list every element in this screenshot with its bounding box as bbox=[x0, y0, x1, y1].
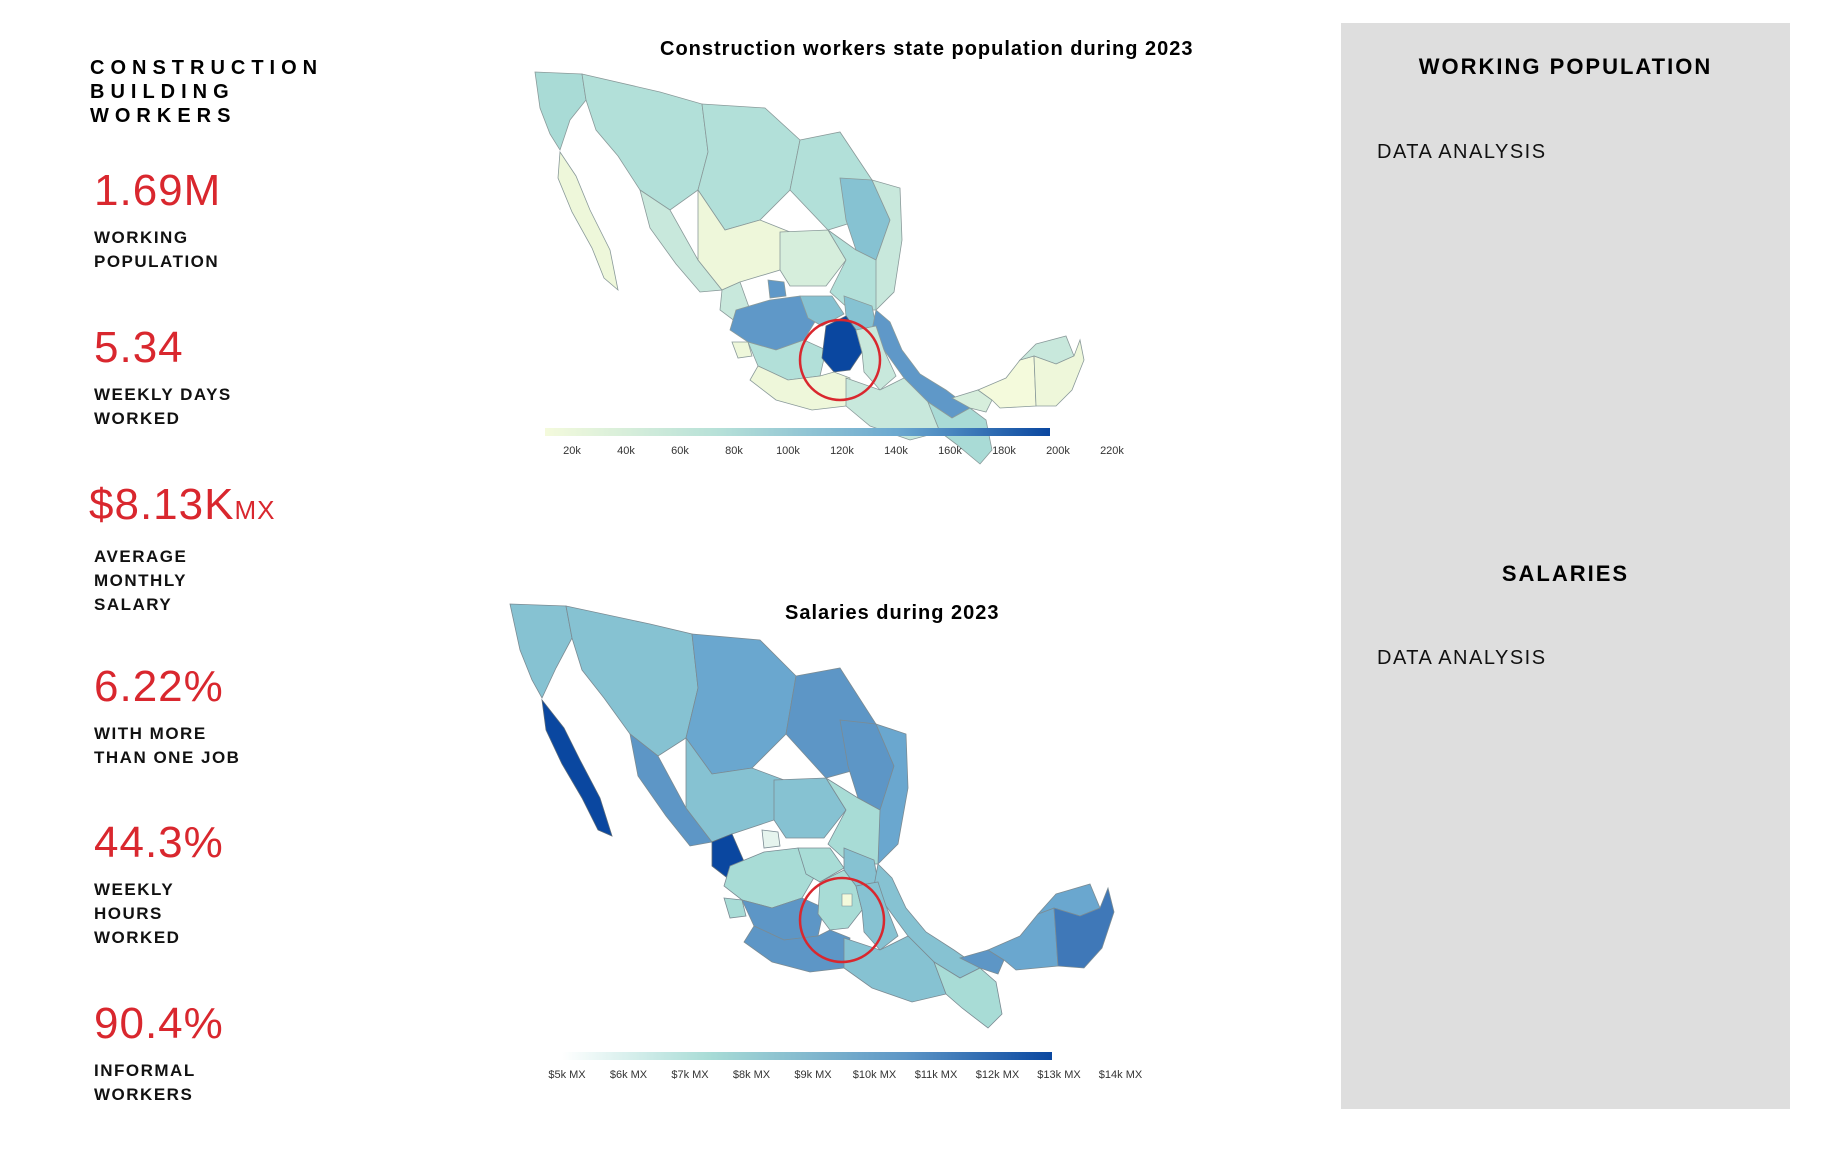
scale-tick-label: $13k MX bbox=[1037, 1069, 1081, 1081]
scale-tick-label: $12k MX bbox=[976, 1069, 1020, 1081]
sidebar-text-data-analysis: DATA ANALYSIS bbox=[1377, 647, 1547, 669]
region-chihuahua bbox=[685, 633, 797, 775]
stat-more-than-one-job: 6.22% WITH MORE THAN ONE JOB bbox=[94, 662, 240, 770]
stat-informal-workers: 90.4% INFORMAL WORKERS bbox=[94, 999, 224, 1107]
scale-tick-label: 140k bbox=[884, 445, 908, 457]
scale-tick-label: 220k bbox=[1100, 445, 1124, 457]
region-tabasco bbox=[958, 949, 1005, 975]
region-quintana-roo bbox=[1033, 338, 1085, 407]
stat-value: 6.22% bbox=[94, 662, 224, 711]
scale-tick-label: $5k MX bbox=[548, 1069, 586, 1081]
stat-value: 1.69M bbox=[94, 166, 222, 215]
stat-value: 44.3% bbox=[94, 818, 224, 867]
population-choropleth-map: 20k 40k 60k 80k 100k 120k 140k 160k 180k 200k 220k bbox=[534, 71, 1124, 465]
scale-tick-label: 160k bbox=[938, 445, 962, 457]
region-puebla bbox=[855, 325, 897, 391]
region-sonora bbox=[565, 605, 699, 757]
scale-tick-label: $10k MX bbox=[853, 1069, 897, 1081]
scale-tick-label: $9k MX bbox=[794, 1069, 832, 1081]
sidebar-text-data-analysis: DATA ANALYSIS bbox=[1377, 141, 1547, 163]
scale-tick-label: 100k bbox=[776, 445, 800, 457]
scale-tick-label: 120k bbox=[830, 445, 854, 457]
stat-unit: MX bbox=[234, 495, 276, 525]
region-estado-de-mexico bbox=[817, 869, 863, 931]
salaries-scale-ticks: $5k MX $6k MX $7k MX $8k MX $9k MX $10k MX $11… bbox=[548, 1069, 1143, 1081]
stat-value: 5.34 bbox=[94, 323, 184, 372]
population-color-scale bbox=[545, 428, 1050, 436]
brand-title: CONSTRUCTION BUILDING WORKERS bbox=[90, 56, 323, 128]
stat-value: 90.4% bbox=[94, 999, 224, 1048]
scale-tick-label: $11k MX bbox=[915, 1069, 958, 1081]
population-map-title: Construction workers state population du… bbox=[660, 38, 1194, 60]
region-sinaloa bbox=[639, 189, 723, 293]
highlight-circle bbox=[798, 876, 886, 964]
stat-weekly-hours: 44.3% WEEKLY HOURS WORKED bbox=[94, 818, 224, 950]
region-sinaloa bbox=[629, 733, 713, 847]
stat-label: AVERAGE MONTHLY SALARY bbox=[94, 547, 188, 614]
scale-tick-label: $6k MX bbox=[610, 1069, 648, 1081]
stat-average-salary: $8.13KMX AVERAGE MONTHLY SALARY bbox=[89, 480, 275, 617]
region-aguascalientes bbox=[761, 829, 781, 849]
scale-tick-label: 40k bbox=[617, 445, 635, 457]
stat-working-population: 1.69M WORKING POPULATION bbox=[94, 166, 221, 274]
sidebar-heading-working-population: WORKING POPULATION bbox=[1418, 54, 1713, 79]
region-baja-north bbox=[509, 603, 573, 699]
region-quintana-roo bbox=[1053, 886, 1115, 969]
sidebar-heading-salaries: SALARIES bbox=[1501, 561, 1630, 586]
salaries-choropleth-map: $5k MX $6k MX $7k MX $8k MX $9k MX $10k MX $11… bbox=[509, 603, 1143, 1081]
stat-label: INFORMAL WORKERS bbox=[94, 1061, 196, 1104]
brand-line: CONSTRUCTION bbox=[90, 57, 324, 79]
scale-tick-label: 80k bbox=[725, 445, 743, 457]
scale-tick-label: 180k bbox=[992, 445, 1016, 457]
region-chiapas bbox=[933, 961, 1003, 1029]
region-tabasco bbox=[950, 389, 993, 413]
analysis-sidebar: WORKING POPULATION DATA ANALYSIS SALARIE… bbox=[1341, 23, 1790, 1109]
region-estado-de-mexico bbox=[821, 315, 863, 373]
stat-label: WEEKLY DAYS WORKED bbox=[94, 385, 232, 428]
stat-label: WITH MORE THAN ONE JOB bbox=[94, 724, 241, 767]
scale-tick-label: 60k bbox=[671, 445, 689, 457]
salaries-map-title: Salaries during 2023 bbox=[785, 602, 1000, 624]
region-guanajuato bbox=[797, 847, 845, 883]
brand-line: BUILDING bbox=[90, 81, 235, 103]
scale-tick-label: 20k bbox=[563, 445, 581, 457]
scale-tick-label: $14k MX bbox=[1099, 1069, 1143, 1081]
brand-line: WORKERS bbox=[90, 105, 237, 127]
region-puebla bbox=[855, 881, 899, 951]
region-cdmx bbox=[841, 893, 853, 907]
scale-tick-label: $7k MX bbox=[671, 1069, 709, 1081]
scale-tick-label: 200k bbox=[1046, 445, 1070, 457]
region-colima bbox=[731, 341, 753, 359]
region-colima bbox=[723, 897, 747, 919]
stat-label: WORKING POPULATION bbox=[94, 228, 220, 271]
region-sonora bbox=[581, 73, 709, 211]
scale-tick-label: $8k MX bbox=[733, 1069, 771, 1081]
region-baja-south bbox=[557, 150, 619, 292]
region-aguascalientes bbox=[767, 279, 787, 299]
salaries-color-scale bbox=[562, 1052, 1052, 1060]
region-chihuahua bbox=[697, 103, 801, 231]
stat-value: $8.13KMX bbox=[89, 480, 276, 529]
region-baja-south bbox=[541, 698, 613, 837]
highlight-circle bbox=[798, 318, 882, 402]
region-baja-north bbox=[534, 71, 587, 151]
stat-label: WEEKLY HOURS WORKED bbox=[94, 880, 181, 947]
population-scale-ticks: 20k 40k 60k 80k 100k 120k 140k 160k 180k 200k 220k bbox=[563, 445, 1124, 457]
stat-weekly-days: 5.34 WEEKLY DAYS WORKED bbox=[94, 323, 232, 431]
